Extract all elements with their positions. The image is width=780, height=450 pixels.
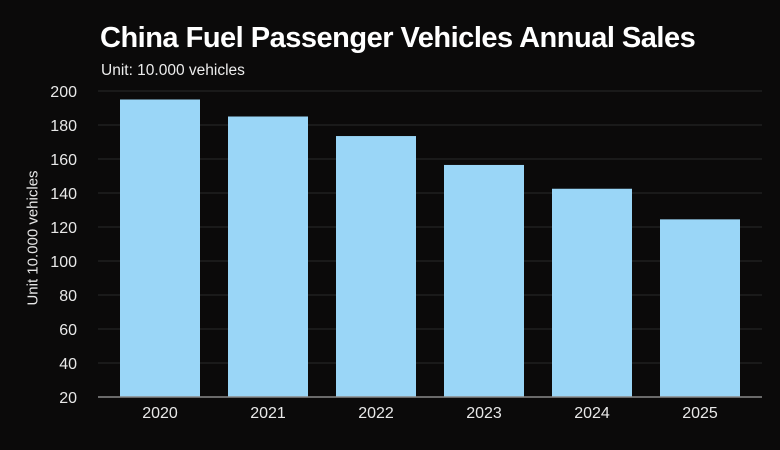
bar-2023 [444,164,524,397]
x-tick-label: 2024 [574,405,610,422]
x-axis-ticks: 2020 2021 2022 2023 2024 2025 [142,405,718,422]
y-tick-label: 20 [59,390,77,407]
y-tick-label: 60 [59,322,77,339]
bar-2024 [552,188,632,397]
y-tick-label: 120 [50,220,77,237]
y-tick-label: 200 [50,84,77,101]
y-tick-label: 180 [50,118,77,135]
bar-2022 [336,136,416,398]
chart-title: China Fuel Passenger Vehicles Annual Sal… [100,22,696,54]
chart-subtitle: Unit: 10.000 vehicles [101,62,245,79]
y-tick-label: 40 [59,356,77,373]
x-tick-label: 2022 [358,405,394,422]
bars [120,99,740,398]
y-axis-ticks: 20 40 60 80 100 120 140 160 180 200 [50,84,77,407]
x-tick-label: 2021 [250,405,286,422]
x-tick-label: 2023 [466,405,502,422]
y-tick-label: 140 [50,186,77,203]
gridlines [98,90,762,364]
bar-2025 [660,219,740,397]
y-tick-label: 160 [50,152,77,169]
x-tick-label: 2025 [682,405,718,422]
y-tick-label: 80 [59,288,77,305]
y-tick-label: 100 [50,254,77,271]
x-tick-label: 2020 [142,405,178,422]
bar-2020 [120,99,200,397]
bar-2021 [228,116,308,397]
